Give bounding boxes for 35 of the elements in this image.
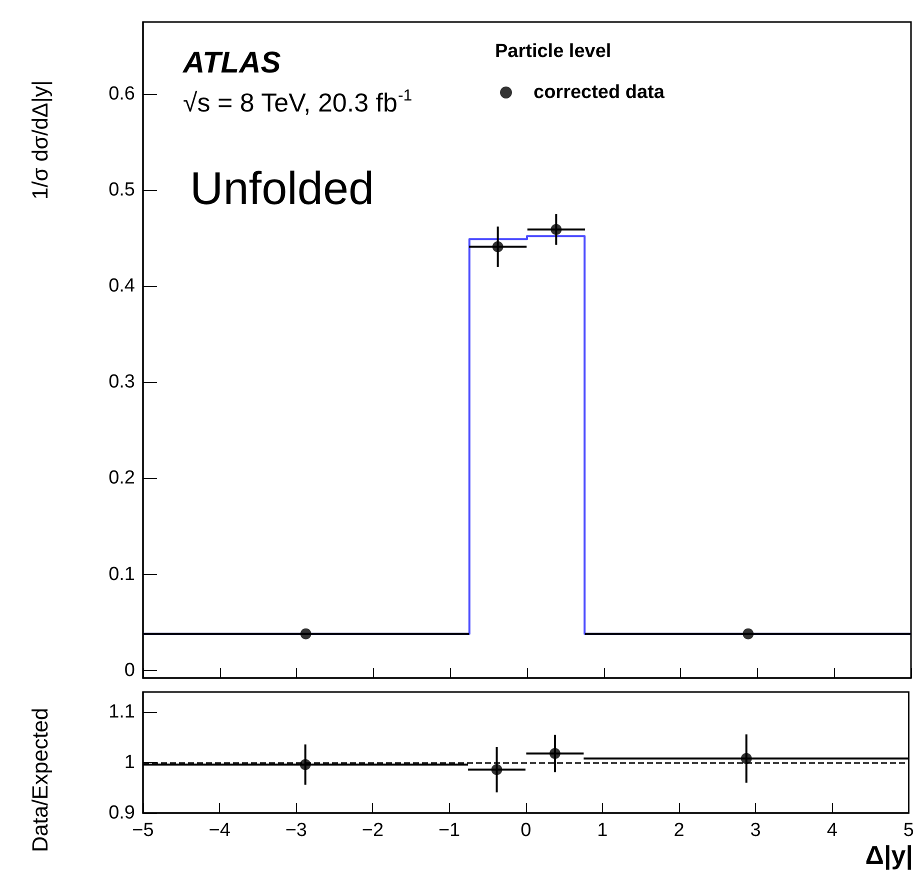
y-tick-label: 0 (124, 660, 135, 681)
x-tick-label: −5 (132, 820, 154, 841)
y-tick-label: 0.2 (108, 468, 135, 489)
y-tick-label: 0.3 (108, 372, 135, 393)
y-tick-label: 0.9 (108, 802, 135, 824)
x-tick-label: 3 (750, 820, 761, 841)
y-axis-title: 1/σ dσ/dΔ|y| (28, 80, 52, 200)
x-tick-label: 5 (903, 820, 914, 841)
annotation: ATLAS (182, 46, 281, 80)
point (491, 764, 502, 776)
y-axis-title: Data/Expected (28, 708, 52, 852)
y-tick-label: 0.4 (108, 276, 136, 297)
y-tick-label: 0.5 (108, 180, 135, 201)
y-tick-label: 0.1 (108, 564, 135, 585)
x-tick-label: 4 (826, 820, 838, 841)
x-tick-label: −2 (362, 820, 384, 841)
y-tick-label: 0.6 (108, 84, 135, 105)
x-tick-label: 2 (674, 820, 684, 841)
y-tick-label: 1 (124, 752, 135, 774)
x-tick-label: −1 (438, 820, 460, 841)
x-tick-label: 1 (597, 820, 608, 841)
point (740, 753, 752, 764)
x-axis-title: Δ|y| (865, 840, 914, 870)
x-tick-label: −3 (285, 820, 307, 841)
legend-title: Particle level (495, 41, 612, 62)
point (492, 241, 504, 252)
point (742, 628, 754, 640)
legend-label: corrected data (534, 82, 665, 103)
point (300, 628, 312, 640)
x-tick-label: −4 (208, 820, 231, 841)
x-tick-label: 0 (520, 820, 532, 841)
point (549, 748, 560, 760)
y-tick-label: 1.1 (108, 702, 135, 723)
annotation: Unfolded (190, 162, 374, 214)
point (550, 224, 562, 235)
